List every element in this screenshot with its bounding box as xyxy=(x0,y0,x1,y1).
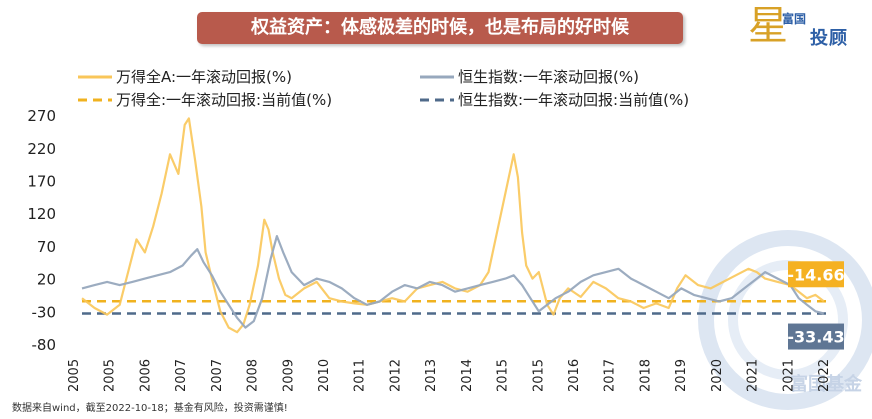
x-tick-label: 2005 xyxy=(103,359,118,392)
logo-line2: 投顾 xyxy=(810,28,848,49)
series-line-hsi xyxy=(81,235,825,329)
y-tick-label: 220 xyxy=(27,140,56,158)
chart-title: 权益资产：体感极差的时候，也是布局的好时候 xyxy=(197,12,683,44)
watermark-text: 富国基金 xyxy=(790,374,862,395)
legend-item-hsi-current: 恒生指数:一年滚动回报:当前值(%) xyxy=(420,89,689,110)
value-label-text: -33.43 xyxy=(787,328,844,347)
value-label-box xyxy=(788,323,844,350)
legend-item-wind-a-current: 万得全:一年滚动回报:当前值(%) xyxy=(78,89,332,110)
value-label-text: -14.66 xyxy=(787,265,844,284)
legend-item-wind-a: 万得全A:一年滚动回报(%) xyxy=(78,66,292,87)
value-label-box xyxy=(788,261,844,288)
legend-label-wind-a-current: 万得全:一年滚动回报:当前值(%) xyxy=(116,91,333,109)
x-axis: 2005 2005 2006 2007 2007 2008 2009 2010 2011 2012… xyxy=(67,359,832,392)
footnote: 数据来自wind，截至2022-10-18；基金有风险，投资需谨慎! xyxy=(12,403,288,414)
x-tick-label: 2007 xyxy=(174,359,189,392)
x-tick-label: 2012 xyxy=(388,359,403,392)
reference-lines xyxy=(82,300,828,315)
legend-item-hsi: 恒生指数:一年滚动回报(%) xyxy=(420,66,639,87)
series-line-wind-a xyxy=(81,117,825,334)
value-labels: -14.66 -33.43 xyxy=(787,261,845,350)
y-axis: 270 220 170 120 70 20 -30 -80 xyxy=(27,107,56,354)
x-tick-label: 2022 xyxy=(817,359,832,392)
y-tick-label: -80 xyxy=(32,336,57,354)
x-tick-label: 2008 xyxy=(246,359,261,392)
x-tick-label: 2015 xyxy=(531,359,546,392)
x-tick-label: 2020 xyxy=(710,359,725,392)
x-tick-label: 2014 xyxy=(460,359,475,392)
value-label-hsi: -33.43 xyxy=(787,323,845,350)
y-tick-label: 120 xyxy=(27,205,56,223)
x-tick-label: 2007 xyxy=(210,359,225,392)
star-logo-icon: 星 xyxy=(748,3,788,49)
legend-label-hsi: 恒生指数:一年滚动回报(%) xyxy=(458,68,640,86)
x-tick-label: 2005 xyxy=(67,359,82,392)
x-tick-label: 2017 xyxy=(603,359,618,392)
brand-logo: 星 富国 投顾 xyxy=(748,4,872,52)
y-tick-label: -30 xyxy=(32,303,57,321)
y-tick-label: 70 xyxy=(37,238,56,256)
x-tick-label: 2015 xyxy=(496,359,511,392)
x-tick-label: 2010 xyxy=(317,359,332,392)
x-tick-label: 2009 xyxy=(281,359,296,392)
logo-line1: 富国 xyxy=(782,12,807,26)
x-tick-label: 2021 xyxy=(746,359,761,392)
x-tick-label: 2019 xyxy=(674,359,689,392)
legend-label-wind-a: 万得全A:一年滚动回报(%) xyxy=(116,68,293,86)
legend-label-hsi-current: 恒生指数:一年滚动回报:当前值(%) xyxy=(458,91,690,109)
x-tick-label: 2006 xyxy=(138,359,153,392)
series-group xyxy=(81,117,825,334)
y-tick-label: 20 xyxy=(37,271,56,289)
x-tick-label: 2011 xyxy=(353,359,368,392)
x-tick-label: 2013 xyxy=(424,359,439,392)
x-tick-label: 2021 xyxy=(781,359,796,392)
value-label-wind-a: -14.66 xyxy=(787,261,845,288)
x-tick-label: 2018 xyxy=(638,359,653,392)
y-tick-label: 270 xyxy=(27,107,56,125)
y-tick-label: 170 xyxy=(27,172,56,190)
x-tick-label: 2016 xyxy=(567,359,582,392)
